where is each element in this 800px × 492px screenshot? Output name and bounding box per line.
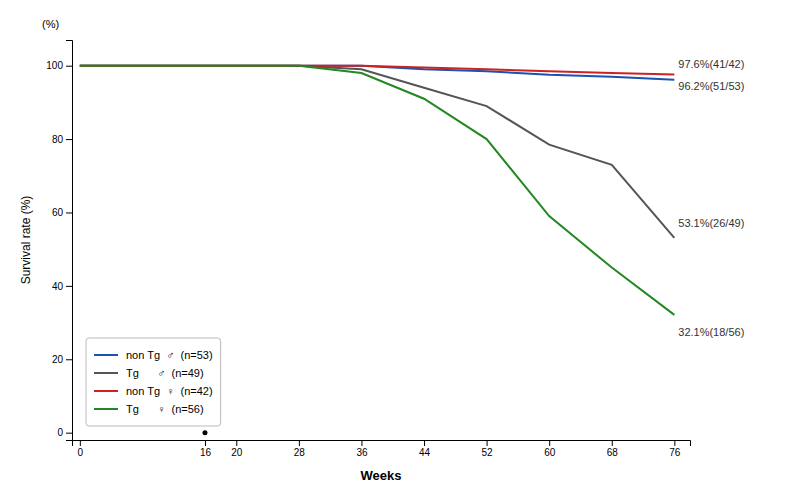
x-tick-mark [205,440,206,446]
y-tick: 60 [52,207,72,218]
y-tick: 20 [52,354,72,365]
x-tick-mark [424,440,425,446]
legend-label: Tg ♀ (n=56) [126,403,204,415]
legend-label: non Tg ♂ (n=53) [126,349,213,361]
legend-swatch [94,408,118,410]
y-tick-label: 60 [52,207,64,218]
legend-swatch [94,372,118,374]
legend-item: Tg ♀ (n=56) [94,403,204,415]
legend-label: Tg ♂ (n=49) [126,367,204,379]
y-tick-mark [66,359,72,360]
y-tick-label: 0 [57,427,63,438]
x-tick-label: 0 [78,447,84,458]
annotation: 97.6%(41/42) [678,58,744,70]
legend-item: Tg ♂ (n=49) [94,367,204,379]
x-tick-mark [299,440,300,446]
series-line [80,66,675,80]
x-tick: 0 [78,440,84,458]
series-line [80,66,675,75]
x-tick-label: 28 [294,447,306,458]
x-tick: 76 [669,440,681,458]
y-tick: 100 [46,60,72,71]
plot-area [80,66,675,435]
legend-item: non Tg ♂ (n=53) [94,349,213,361]
y-tick-mark [66,286,72,287]
x-axis-title: Weeks [361,468,402,483]
y-axis-title: Survival rate (%) [19,196,33,285]
x-tick: 44 [419,440,431,458]
annotation: 32.1%(18/56) [678,326,744,338]
x-tick-mark [80,440,81,446]
chart: 0 16 20 28 36 44 52 60 68 76 0 20 40 60 80 100 Weeks Surv… [0,0,800,492]
x-tick-label: 44 [419,447,431,458]
y-tick-mark [66,433,72,434]
legend-item: non Tg ♀ (n=42) [94,385,213,397]
legend-swatch [94,354,118,356]
annotation: 53.1%(26/49) [678,217,744,229]
x-axis-line [73,441,691,447]
y-axis: 0 20 40 60 80 100 [46,41,72,441]
x-tick-label: 36 [356,447,368,458]
x-tick-label: 52 [482,447,494,458]
y-tick-label: 100 [46,60,63,71]
x-tick-mark [236,440,237,446]
x-axis: 0 16 20 28 36 44 52 60 68 76 [73,440,691,458]
x-tick-mark [549,440,550,446]
y-tick-label: 20 [52,354,64,365]
x-tick: 60 [544,440,556,458]
x-tick: 36 [356,440,368,458]
y-tick: 0 [57,427,72,438]
y-tick: 80 [52,134,72,145]
x-tick-mark [612,440,613,446]
x-tick: 16 [200,440,212,458]
x-tick: 28 [294,440,306,458]
y-tick: 40 [52,281,72,292]
y-tick-mark [66,139,72,140]
legend-frame [86,338,221,426]
x-tick-label: 68 [607,447,619,458]
y-axis-unit: (%) [42,18,59,30]
y-tick-label: 40 [52,281,64,292]
series-line [80,66,675,238]
annotations: 97.6%(41/42) 96.2%(51/53) 53.1%(26/49) 32.1… [678,58,744,338]
x-tick-label: 76 [669,447,681,458]
series-line [80,66,675,315]
x-tick-label: 16 [200,447,212,458]
x-tick-mark [674,440,675,446]
x-tick-label: 60 [544,447,556,458]
y-axis-line [66,41,73,441]
y-tick-mark [66,66,72,67]
y-tick-mark [66,212,72,213]
legend-label: non Tg ♀ (n=42) [126,385,213,397]
annotation: 96.2%(51/53) [678,80,744,92]
dot [202,430,207,435]
x-tick: 52 [482,440,494,458]
legend-swatch [94,390,118,392]
x-tick: 68 [607,440,619,458]
x-tick: 20 [231,440,243,458]
legend: non Tg ♂ (n=53) Tg ♂ (n=49) non Tg ♀ (n=42… [86,338,221,426]
x-tick-mark [361,440,362,446]
x-tick-label: 20 [231,447,243,458]
y-tick-label: 80 [52,134,64,145]
x-tick-mark [487,440,488,446]
